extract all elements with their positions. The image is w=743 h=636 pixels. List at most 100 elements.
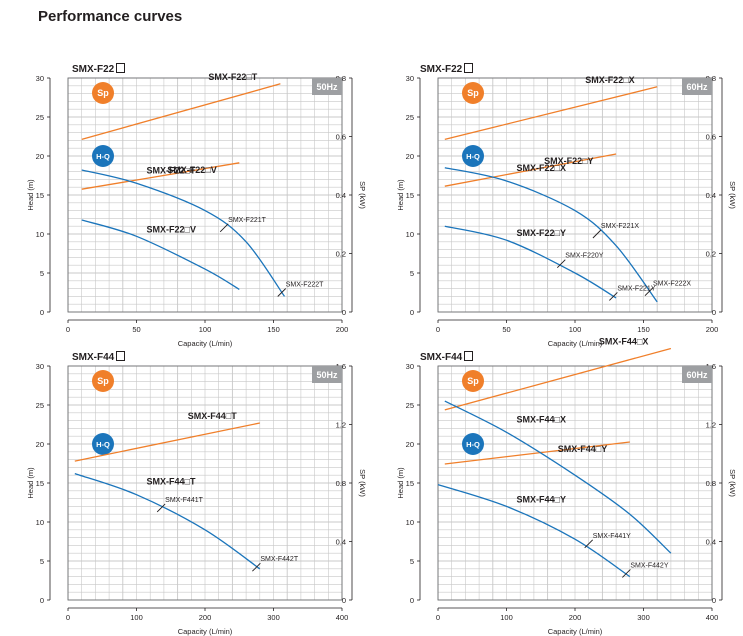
y2-tick-label: 0.4	[706, 191, 716, 200]
x-tick-label: 300	[267, 613, 280, 622]
y-tick-label: 30	[36, 74, 44, 83]
hq-badge: H-Q	[462, 433, 484, 455]
x-tick-label: 200	[569, 613, 582, 622]
y-tick-label: 10	[406, 230, 414, 239]
annotation-tick	[644, 287, 654, 297]
x-tick-label: 100	[130, 613, 143, 622]
badge-circle	[462, 145, 484, 167]
frequency-badge-text: 60Hz	[686, 370, 708, 380]
y2-tick-label: 0.2	[706, 250, 716, 259]
frequency-badge: 60Hz	[682, 78, 712, 95]
x-tick-label: 0	[436, 613, 440, 622]
x-tick-label: 100	[569, 325, 582, 334]
chart-title-f44-60hz: SMX-F44	[420, 351, 474, 363]
annotation-label: SMX-F442Y	[630, 562, 668, 569]
head-curve-line	[437, 483, 631, 578]
y-tick-label: 15	[36, 191, 44, 200]
head-curve-line	[81, 169, 286, 297]
chart-title-text: SMX-F22	[420, 64, 463, 75]
annotation-tick	[622, 569, 631, 578]
frequency-badge: 50Hz	[312, 78, 342, 95]
power-series-label: SMX-F22□X	[585, 75, 634, 85]
x-tick-label: 0	[66, 325, 70, 334]
power-curve-line	[74, 422, 260, 462]
y2-tick-label: 0.4	[706, 538, 716, 547]
power-series-label: SMX-F44□T	[188, 411, 237, 421]
y-axis-label: Head (m)	[396, 467, 405, 499]
y-tick-label: 25	[36, 113, 44, 122]
frequency-badge-bg	[312, 78, 342, 95]
plot-frame	[67, 77, 343, 313]
head-series-label: SMX-F22□V	[147, 224, 196, 234]
y2-tick-label: 1.2	[706, 421, 716, 430]
y-tick-label: 5	[410, 269, 414, 278]
power-curve-line	[81, 83, 281, 141]
annotation-label: SMX-F222T	[286, 282, 324, 289]
y2-axis-label: SP (kW)	[728, 469, 737, 497]
annotation-tick	[592, 229, 602, 239]
series-label-text: SMX-F22□T	[208, 72, 257, 82]
annotation-tick	[252, 562, 261, 572]
y-tick-label: 10	[36, 230, 44, 239]
power-curve-line	[444, 347, 672, 411]
x-tick-label: 200	[199, 613, 212, 622]
head-curve-line	[444, 225, 617, 299]
x-tick-label: 400	[706, 613, 719, 622]
frequency-badge-text: 60Hz	[686, 82, 708, 92]
sp-badge: Sp	[92, 370, 114, 392]
y-tick-label: 5	[410, 557, 414, 566]
annotation-tick	[277, 288, 287, 297]
annotation-label: SMX-F441Y	[593, 533, 631, 540]
head-series-label: SMX-F22□X	[517, 163, 566, 173]
annotation-label: SMX-F442T	[260, 556, 298, 563]
chart-title-f22-60hz: SMX-F22	[420, 63, 474, 75]
frequency-badge-bg	[682, 78, 712, 95]
y-tick-label: 10	[406, 518, 414, 527]
x-tick-label: 200	[706, 325, 719, 334]
sp-badge: Sp	[462, 82, 484, 104]
head-series-label: SMX-F22□T	[147, 165, 196, 175]
series-label-text: SMX-F44□Y	[558, 444, 607, 454]
y-tick-label: 10	[36, 518, 44, 527]
chart-f22-50hz: 0 5 10 15 20 25 30 Head (m) 0 50 100 150 200 Capacity…	[26, 72, 367, 348]
plot-frame	[67, 365, 343, 601]
annotation-tick	[219, 223, 229, 233]
series-label-text: SMX-F44□X	[517, 414, 566, 424]
annotation-tick	[556, 259, 566, 268]
frequency-badge-bg	[312, 366, 342, 383]
head-curve-line	[81, 219, 240, 290]
head-series-label: SMX-F44□X	[517, 414, 566, 424]
annotation-label: SMX-F221T	[228, 217, 266, 224]
head-series-label: SMX-F44□Y	[517, 494, 566, 504]
y-tick-label: 0	[410, 596, 414, 605]
series-label-text: SMX-F22□Y	[517, 228, 566, 238]
badge-text: H-Q	[96, 152, 110, 161]
badge-text: Sp	[97, 88, 109, 98]
badge-text: Sp	[97, 376, 109, 386]
chart-title-text: SMX-F44	[72, 352, 115, 363]
annotation-label: SMX-F220Y	[565, 253, 603, 260]
placeholder-box-icon	[116, 351, 126, 361]
chart-f44-60hz: 0 5 10 15 20 25 30 Head (m) 0 100 200 300 400 Capacit…	[396, 336, 737, 636]
x-tick-label: 50	[502, 325, 510, 334]
head-series-label: SMX-F22□Y	[517, 228, 566, 238]
badge-circle	[462, 370, 484, 392]
hq-badge: H-Q	[92, 145, 114, 167]
chart-title-f22-50hz: SMX-F22	[72, 63, 126, 75]
y2-tick-label: 0.2	[336, 250, 346, 259]
y-tick-label: 0	[410, 308, 414, 317]
power-curve-line	[444, 441, 630, 465]
y-axis-label: Head (m)	[26, 467, 35, 499]
series-label-text: SMX-F44□Y	[517, 494, 566, 504]
series-label-text: SMX-F44□T	[147, 477, 196, 487]
y-tick-label: 30	[406, 362, 414, 371]
series-label-text: SMX-F22□X	[517, 163, 566, 173]
sp-badge: Sp	[462, 370, 484, 392]
x-tick-label: 150	[637, 325, 650, 334]
power-curve-line	[444, 153, 617, 187]
x-axis-label: Capacity (L/min)	[548, 339, 603, 348]
chart-f22-60hz: 0 5 10 15 20 25 30 Head (m) 0 50 100 150 200 Capacity…	[396, 74, 737, 348]
annotation-label: SMX-F441T	[165, 497, 203, 504]
y-tick-label: 0	[40, 596, 44, 605]
chart-title-text: SMX-F22	[72, 64, 115, 75]
